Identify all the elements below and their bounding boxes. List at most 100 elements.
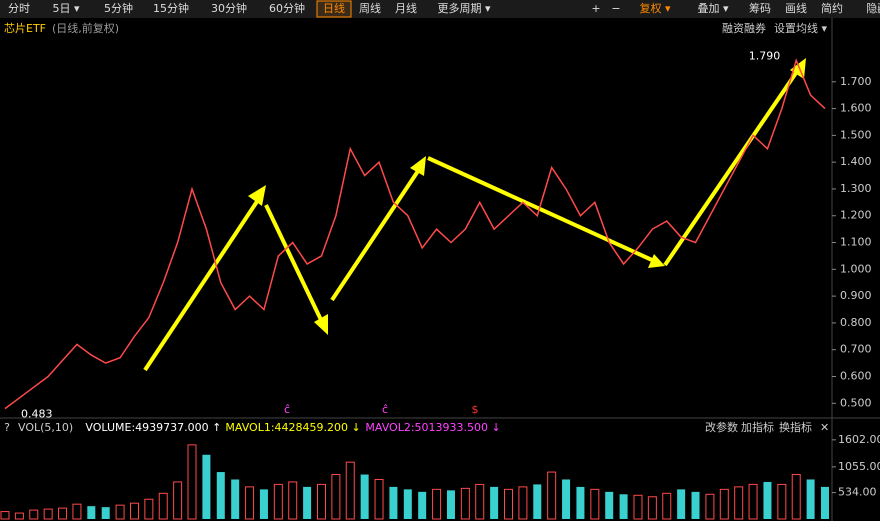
volume-bar — [518, 486, 528, 520]
volume-legend: VOL(5,10) — [18, 421, 73, 434]
period-tab[interactable]: 分时 — [8, 2, 30, 15]
period-tab[interactable]: 月线 — [395, 1, 417, 15]
volume-bar — [303, 486, 312, 519]
toolbar — [0, 0, 880, 18]
volume-bar — [691, 491, 700, 519]
tool-button[interactable]: 叠加 ▾ — [697, 2, 728, 15]
header-link[interactable]: 设置均线 ▾ — [774, 21, 827, 35]
low-label: 0.483 — [21, 408, 53, 421]
volume-bar — [605, 491, 614, 519]
header-link[interactable]: 融资融券 — [722, 21, 766, 35]
tool-button[interactable]: 简约 — [821, 1, 843, 15]
period-tab[interactable]: 5分钟 — [104, 1, 133, 15]
volume-bar — [446, 490, 455, 519]
volume-button[interactable]: ✕ — [820, 421, 829, 434]
signal-marker: ĉ — [382, 403, 388, 416]
volume-button[interactable]: 改参数 — [705, 420, 738, 434]
volume-bar — [734, 486, 744, 520]
high-label: 1.790 — [749, 49, 781, 62]
volume-bar — [173, 481, 183, 520]
volume-bar — [316, 483, 326, 520]
volume-bar — [475, 483, 485, 520]
y-tick-label: 0.500 — [840, 396, 872, 409]
tool-button[interactable]: − — [611, 2, 620, 15]
volume-bar — [418, 491, 427, 519]
volume-bar — [576, 486, 585, 519]
volume-bar — [504, 488, 514, 520]
period-tab[interactable]: 更多周期 ▾ — [437, 1, 490, 15]
signal-marker: $ — [472, 403, 479, 416]
volume-bar — [403, 489, 412, 519]
volume-bar — [647, 496, 657, 520]
volume-bar — [43, 508, 53, 520]
period-tab[interactable]: 60分钟 — [269, 1, 305, 15]
volume-bar — [158, 492, 168, 520]
volume-bar — [14, 512, 24, 520]
volume-button[interactable]: 加指标 — [741, 420, 774, 434]
volume-bar — [129, 502, 139, 520]
chart-subtitle: (日线,前复权) — [52, 21, 119, 35]
y-tick-label: 1055.00 — [838, 460, 880, 473]
volume-bar — [432, 488, 442, 520]
tool-button[interactable]: 复权 ▾ — [639, 1, 670, 15]
volume-bar — [460, 487, 470, 520]
tool-button[interactable]: 筹码 — [749, 1, 771, 15]
price-line — [4, 58, 826, 410]
volume-bar — [748, 483, 758, 520]
y-tick-label: 534.00 — [838, 486, 877, 499]
y-tick-label: 1.000 — [840, 262, 872, 275]
y-tick-label: 0.800 — [840, 316, 872, 329]
volume-bar — [345, 461, 355, 520]
y-tick-label: 1.300 — [840, 182, 872, 195]
volume-bar — [547, 471, 557, 520]
period-tab[interactable]: 15分钟 — [153, 1, 189, 15]
period-tab[interactable]: 5日 ▾ — [52, 2, 79, 15]
volume-bar — [791, 474, 801, 520]
y-tick-label: 0.600 — [840, 369, 872, 382]
volume-bar — [202, 454, 211, 519]
tool-button[interactable]: 隐藏 ▸▸ — [866, 2, 880, 15]
volume-bar — [259, 489, 268, 519]
period-tab[interactable]: 周线 — [359, 1, 381, 15]
volume-bar — [705, 493, 715, 520]
volume-bar — [490, 486, 499, 519]
trend-arrows — [143, 68, 800, 372]
volume-bar — [677, 489, 686, 519]
volume-bar — [0, 511, 10, 520]
y-tick-label: 1.100 — [840, 236, 872, 249]
volume-bar — [187, 444, 197, 520]
y-tick-label: 1.400 — [840, 155, 872, 168]
period-tab[interactable]: 日线 — [323, 1, 345, 15]
volume-bar — [777, 483, 787, 520]
volume-bar — [719, 488, 729, 520]
y-tick-label: 0.700 — [840, 343, 872, 356]
volume-bar — [144, 498, 154, 520]
volume-legend: MAVOL1:4428459.200 ↓ — [225, 421, 360, 434]
volume-bar — [763, 481, 772, 519]
volume-bar — [58, 507, 68, 520]
y-tick-label: 0.900 — [840, 289, 872, 302]
volume-bar — [821, 486, 829, 519]
y-tick-label: 1.600 — [840, 102, 872, 115]
y-tick-label: 1602.00 — [838, 433, 880, 446]
period-tab[interactable]: 30分钟 — [211, 1, 247, 15]
tool-button[interactable]: 画线 — [785, 1, 807, 15]
volume-bar — [115, 504, 125, 520]
help-button[interactable]: ? — [4, 421, 10, 434]
volume-bar — [389, 486, 398, 519]
volume-bar — [360, 474, 369, 519]
volume-bar — [29, 509, 39, 520]
volume-bar — [245, 486, 255, 520]
signal-marker: ĉ — [284, 403, 290, 416]
volume-bar — [216, 472, 225, 519]
volume-button[interactable]: 换指标 — [779, 420, 812, 434]
volume-legend: MAVOL2:5013933.500 ↓ — [365, 421, 500, 434]
volume-bar — [288, 481, 298, 520]
volume-bar — [633, 494, 643, 520]
volume-bar — [662, 492, 672, 520]
volume-bar — [231, 479, 240, 519]
tool-button[interactable]: + — [591, 2, 600, 15]
volume-bar — [590, 488, 600, 520]
chart-title: 芯片ETF — [4, 21, 46, 35]
